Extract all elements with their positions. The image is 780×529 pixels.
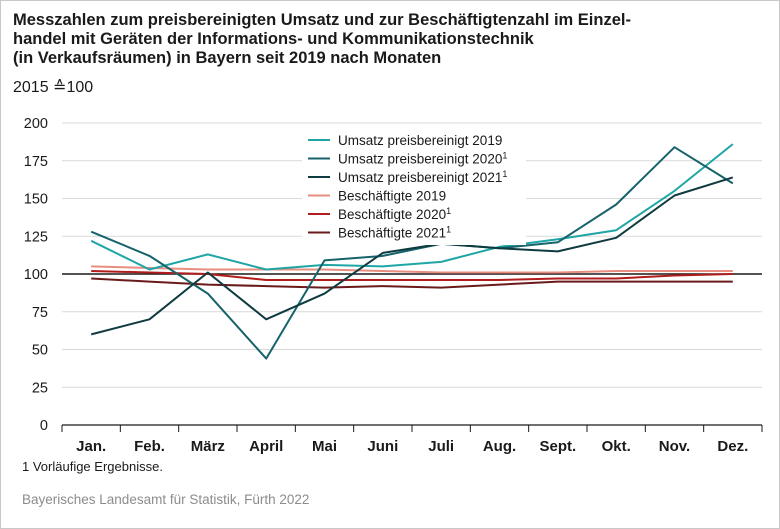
- y-tick-label: 50: [32, 343, 48, 359]
- y-tick-label: 125: [24, 229, 48, 245]
- series-line: [91, 265, 733, 274]
- x-tick-label: Nov.: [659, 438, 690, 455]
- x-tick-label: Okt.: [602, 438, 631, 455]
- x-tick-label: Dez.: [717, 438, 748, 455]
- x-tick-label: Juli: [428, 438, 454, 455]
- legend-footnote-marker: 1: [502, 169, 507, 179]
- chart-subtitle: 2015 ≙100: [13, 79, 94, 96]
- series-line: [91, 270, 733, 281]
- series-line: [91, 277, 733, 289]
- legend-label: Umsatz preisbereinigt 20201: [338, 151, 507, 167]
- y-tick-label: 150: [24, 192, 48, 208]
- legend-label: Beschäftigte 20211: [338, 225, 451, 241]
- chart-title-line: Messzahlen zum preisbereinigten Umsatz u…: [13, 11, 631, 29]
- legend-footnote-marker: 1: [446, 206, 451, 216]
- legend-label: Beschäftigte 2019: [338, 189, 446, 204]
- series-line: [90, 176, 734, 336]
- chart-title: Messzahlen zum preisbereinigten Umsatz u…: [13, 11, 763, 68]
- x-tick-label: Sept.: [539, 438, 576, 455]
- y-tick-label: 100: [24, 267, 48, 283]
- x-tick-label: Feb.: [134, 438, 165, 455]
- y-tick-label: 25: [32, 380, 48, 396]
- x-tick-label: Aug.: [483, 438, 516, 455]
- x-tick-label: Mai: [312, 438, 337, 455]
- legend-footnote-marker: 1: [446, 225, 451, 235]
- legend-footnote-marker: 1: [502, 151, 507, 161]
- y-tick-label: 200: [24, 116, 48, 132]
- y-tick-label: 75: [32, 305, 48, 321]
- source-note: Bayerisches Landesamt für Statistik, Für…: [22, 492, 310, 507]
- legend-label: Umsatz preisbereinigt 2019: [338, 133, 502, 148]
- x-tick-label: Juni: [367, 438, 398, 455]
- chart-title-line: handel mit Geräten der Informations- und…: [13, 30, 534, 48]
- legend-label: Umsatz preisbereinigt 20211: [338, 169, 507, 185]
- x-tick-label: Jan.: [76, 438, 106, 455]
- series-line: [90, 143, 734, 271]
- x-tick-label: März: [191, 438, 225, 455]
- y-tick-label: 175: [24, 154, 48, 170]
- legend-background: [302, 128, 526, 245]
- y-tick-label: 0: [40, 418, 48, 434]
- x-tick-label: April: [249, 438, 283, 455]
- chart-title-line: (in Verkaufsräumen) in Bayern seit 2019 …: [13, 49, 442, 67]
- footnote: 1 Vorläufige Ergebnisse.: [22, 459, 163, 474]
- legend-label: Beschäftigte 20201: [338, 206, 451, 222]
- series-line: [90, 146, 734, 360]
